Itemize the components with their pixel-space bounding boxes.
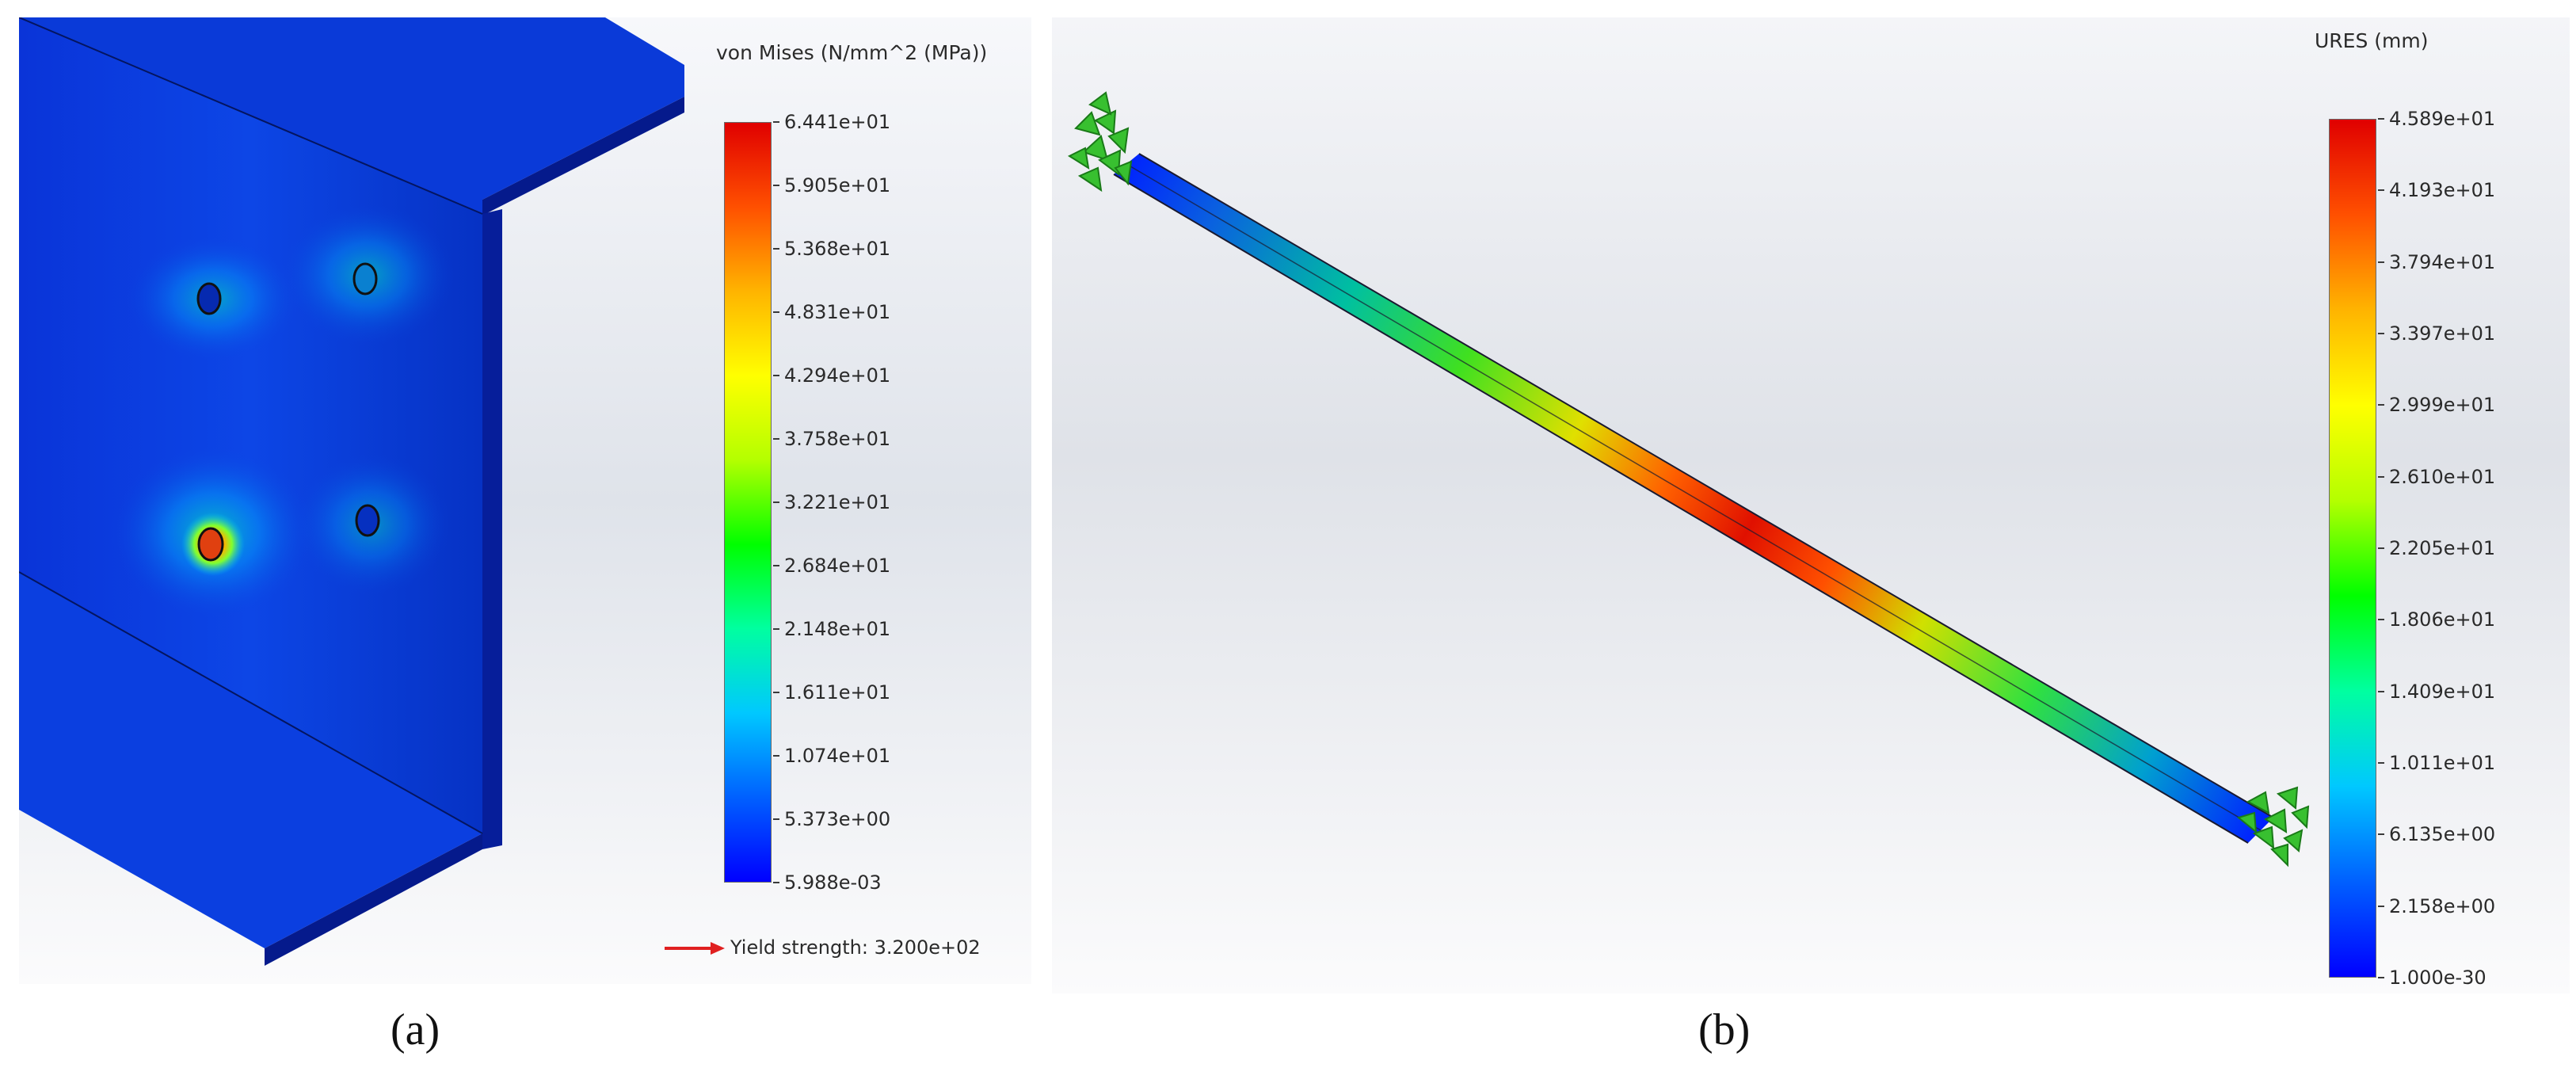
colorbar-tick-mark — [2378, 762, 2384, 764]
fixture-icon — [2236, 786, 2310, 868]
colorbar-tick-label: 2.205e+01 — [2389, 537, 2496, 559]
colorbar-tick-label: 1.000e-30 — [2389, 967, 2486, 989]
colorbar-tick-label: 5.373e+00 — [784, 808, 891, 830]
bolt-hole — [352, 262, 378, 296]
colorbar-tick-label: 2.148e+01 — [784, 618, 891, 640]
colorbar-tick-label: 4.294e+01 — [784, 364, 891, 387]
colorbar-tick-label: 1.011e+01 — [2389, 752, 2496, 774]
bolt-hole — [196, 282, 222, 315]
fixture-icon — [1067, 91, 1133, 193]
colorbar-tick-mark — [2378, 833, 2384, 836]
panel-a-stress-plot: von Mises (N/mm^2 (MPa)) 6.441e+01 5.905e… — [19, 17, 1031, 984]
colorbar-tick-label: 3.397e+01 — [2389, 322, 2496, 345]
bottom-flange — [19, 572, 482, 948]
colorbar-tick-mark — [773, 818, 779, 820]
colorbar-tick-label: 5.368e+01 — [784, 238, 891, 260]
von-mises-3d-view — [19, 17, 1031, 984]
caption-b: (b) — [1698, 1005, 1751, 1054]
colorbar-tick-label: 5.905e+01 — [784, 174, 891, 196]
colorbar-tick-mark — [773, 438, 779, 440]
colorbar-tick-label: 2.999e+01 — [2389, 394, 2496, 417]
legend-title-a: von Mises (N/mm^2 (MPa)) — [716, 41, 988, 64]
colorbar-tick-label: 3.221e+01 — [784, 491, 891, 513]
colorbar-tick-mark — [2378, 404, 2384, 406]
colorbar-tick-label: 6.441e+01 — [784, 111, 891, 133]
colorbar-tick-mark — [2378, 977, 2384, 978]
colorbar-tick-mark — [773, 185, 779, 186]
yield-strength-label: Yield strength: 3.200e+02 — [730, 936, 981, 959]
colorbar-tick-mark — [2378, 475, 2384, 478]
colorbar-tick-mark — [773, 628, 779, 630]
colorbar-tick-mark — [2378, 189, 2384, 192]
legend-title-b: URES (mm) — [2315, 29, 2429, 52]
colorbar-tick-mark — [2378, 547, 2384, 549]
colorbar-tick-mark — [2378, 619, 2384, 621]
colorbar-tick-mark — [773, 248, 779, 250]
colorbar-tick-label: 6.135e+00 — [2389, 823, 2496, 846]
colorbar-tick-mark — [2378, 333, 2384, 334]
colorbar-tick-label: 5.988e-03 — [784, 871, 882, 894]
colorbar-a — [724, 122, 772, 883]
colorbar-tick-label: 4.193e+01 — [2389, 179, 2496, 202]
colorbar-tick-mark — [2378, 118, 2384, 120]
colorbar-tick-mark — [773, 311, 779, 313]
colorbar-tick-label: 4.831e+01 — [784, 301, 891, 323]
colorbar-tick-label: 3.794e+01 — [2389, 250, 2496, 273]
colorbar-tick-mark — [773, 501, 779, 503]
yield-arrow-icon — [665, 942, 725, 955]
colorbar-tick-mark — [2378, 261, 2384, 263]
beam-body — [1114, 154, 2273, 843]
colorbar-tick-mark — [773, 755, 779, 757]
colorbar-tick-label: 3.758e+01 — [784, 428, 891, 450]
colorbar-tick-mark — [773, 565, 779, 566]
colorbar-tick-label: 1.409e+01 — [2389, 680, 2496, 703]
colorbar-tick-mark — [773, 375, 779, 376]
colorbar-tick-label: 1.611e+01 — [784, 681, 891, 704]
ures-3d-view — [1052, 17, 2570, 993]
colorbar-tick-mark — [773, 692, 779, 693]
colorbar-tick-label: 4.589e+01 — [2389, 108, 2496, 130]
bolt-hole — [355, 504, 380, 537]
panel-b-displacement-plot: URES (mm) 4.589e+01 4.193e+01 3.794e+01 3.3… — [1052, 17, 2570, 993]
caption-a: (a) — [391, 1005, 440, 1054]
colorbar-tick-mark — [2378, 690, 2384, 692]
colorbar-tick-label: 1.806e+01 — [2389, 608, 2496, 631]
bolt-hole — [197, 527, 224, 562]
colorbar-tick-label: 2.610e+01 — [2389, 465, 2496, 488]
colorbar-tick-mark — [773, 882, 779, 883]
colorbar-tick-mark — [773, 121, 779, 123]
colorbar-b — [2329, 119, 2376, 978]
colorbar-tick-label: 2.158e+00 — [2389, 894, 2496, 917]
colorbar-tick-label: 1.074e+01 — [784, 745, 891, 767]
colorbar-tick-mark — [2378, 905, 2384, 907]
colorbar-tick-label: 2.684e+01 — [784, 555, 891, 577]
